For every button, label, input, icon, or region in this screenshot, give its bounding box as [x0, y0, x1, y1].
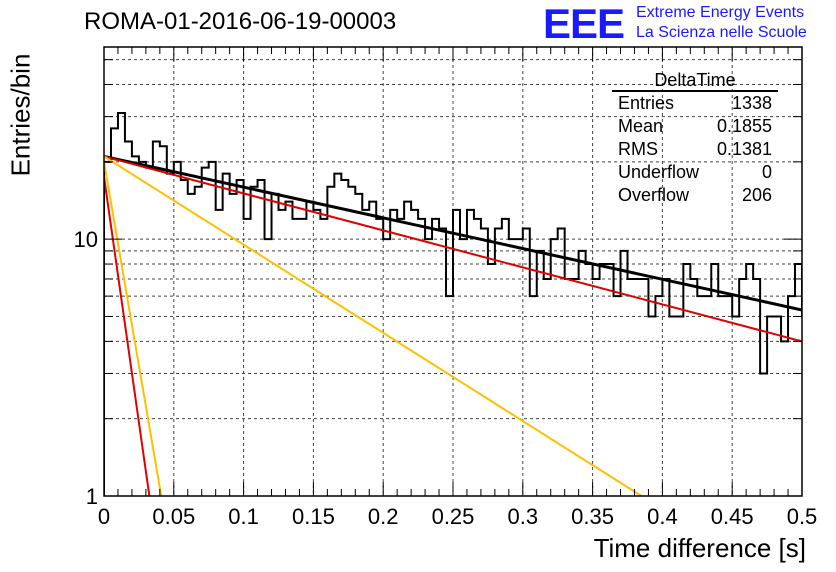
x-tick-label: 0.2: [368, 504, 399, 529]
y-tick-label: 10: [74, 227, 98, 252]
stats-value: 0.1855: [716, 116, 772, 136]
x-tick-label: 0: [98, 504, 110, 529]
x-tick-label: 0.5: [787, 504, 818, 529]
stats-value: 0.1381: [716, 139, 772, 159]
x-tick-label: 0.45: [711, 504, 754, 529]
stats-value: 206: [741, 185, 772, 205]
x-tick-label: 0.05: [152, 504, 195, 529]
fit-line-0: [104, 154, 802, 312]
stats-row-rms: RMS 0.1381: [612, 138, 778, 161]
y-axis-label-wrap: Entries/bin: [3, 45, 39, 185]
stats-box: DeltaTime Entries 1338 Mean 0.1855 RMS 0.13…: [612, 70, 778, 207]
stats-label: Underflow: [618, 162, 700, 182]
stats-label: RMS: [618, 139, 658, 159]
chart-title: ROMA-01-2016-06-19-00003: [84, 8, 397, 35]
stats-title: DeltaTime: [612, 70, 778, 92]
fit-line-1: [104, 155, 802, 343]
eee-logo: EEE: [543, 0, 625, 47]
x-tick-label: 0.25: [432, 504, 475, 529]
stats-label: Entries: [618, 93, 675, 113]
fit-line-2: [104, 176, 151, 496]
x-tick-label: 0.3: [508, 504, 539, 529]
stats-value: 0: [761, 162, 772, 182]
fit-line-3: [104, 155, 642, 496]
stats-row-overflow: Overflow 206: [612, 184, 778, 207]
logo-subtitle-line1: Extreme Energy Events: [636, 4, 805, 21]
stats-label: Overflow: [618, 185, 690, 205]
stats-row-mean: Mean 0.1855: [612, 115, 778, 138]
x-tick-label: 0.4: [647, 504, 678, 529]
y-axis-label: Entries/bin: [5, 53, 36, 177]
stats-value: 1338: [731, 93, 772, 113]
histogram-bars: [104, 111, 802, 496]
fit-line-4: [104, 161, 163, 496]
x-tick-label: 0.15: [292, 504, 335, 529]
x-tick-label: 0.35: [571, 504, 614, 529]
x-axis-label: Time difference [s]: [593, 533, 806, 563]
y-tick-label: 1: [86, 484, 98, 509]
logo-subtitle-line2: La Scienza nelle Scuole: [636, 24, 807, 41]
stats-label: Mean: [618, 116, 664, 136]
stats-row-entries: Entries 1338: [612, 92, 778, 115]
x-tick-label: 0.1: [228, 504, 259, 529]
stats-row-underflow: Underflow 0: [612, 161, 778, 184]
